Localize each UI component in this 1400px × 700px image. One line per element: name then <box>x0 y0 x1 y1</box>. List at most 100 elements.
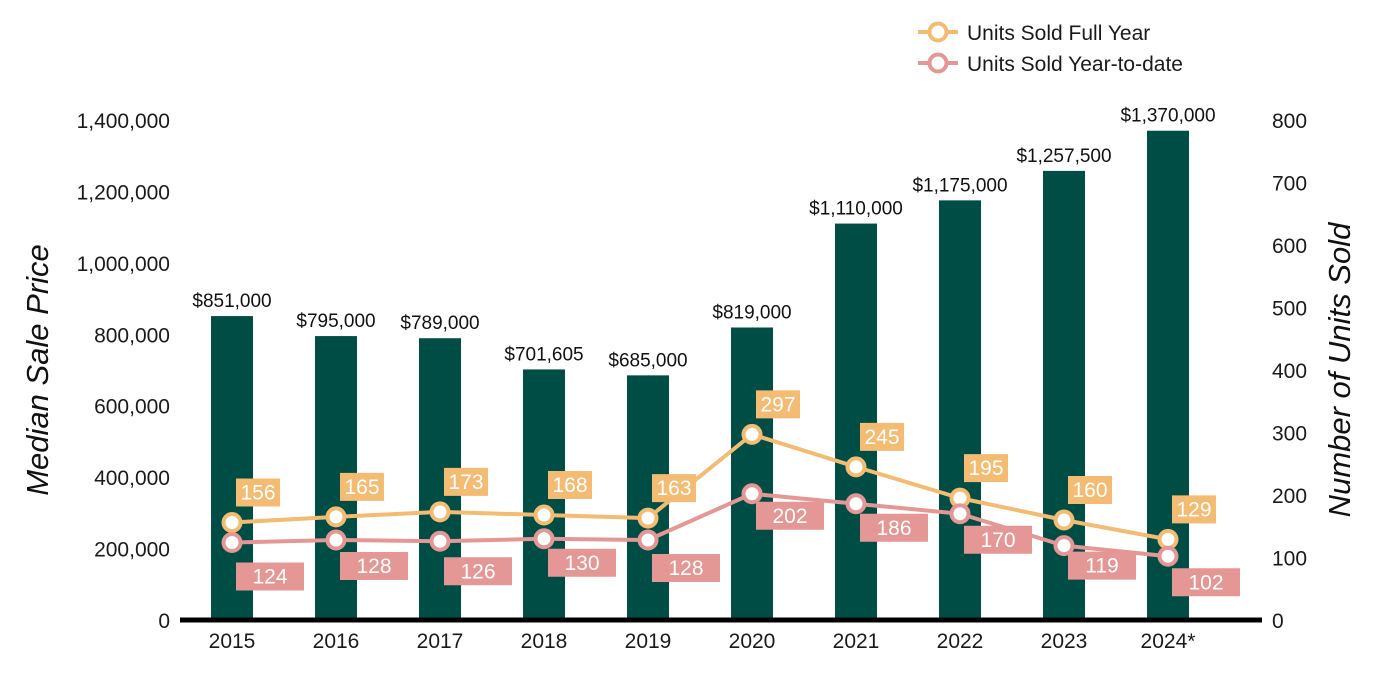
legend: Units Sold Full Year Units Sold Year-to-d… <box>918 21 1183 76</box>
data-label-box <box>236 562 304 591</box>
data-label-box <box>548 548 616 577</box>
x-axis-ticks: 2015 2016 2017 2018 2019 2020 2021 2022 2023 2024… <box>209 630 1196 653</box>
data-point <box>949 503 971 525</box>
legend-swatch-marker <box>927 52 949 74</box>
data-label: 195 <box>968 457 1003 480</box>
data-point <box>1157 545 1179 567</box>
y-axis-left-title: Median Sale Price <box>20 244 55 496</box>
data-label-box <box>1172 568 1240 597</box>
x-tick-label: 2019 <box>625 630 672 653</box>
x-tick-label: 2017 <box>417 630 464 653</box>
data-point <box>1157 528 1179 550</box>
x-tick-label: 2020 <box>729 630 776 653</box>
bar-2021 <box>835 223 877 621</box>
data-label: 160 <box>1072 479 1107 502</box>
bar-value-label: $1,370,000 <box>1120 106 1215 127</box>
bar-value-label: $1,110,000 <box>809 199 903 220</box>
data-label: 297 <box>760 393 795 416</box>
y-right-tick-label: 400 <box>1272 360 1307 383</box>
y-right-tick-label: 800 <box>1272 110 1307 133</box>
line-series-full-year: 156 165 173 168 163 297 245 195 160 129 <box>221 390 1216 550</box>
y-left-tick-label: 400,000 <box>94 467 170 490</box>
data-label: 124 <box>252 566 287 589</box>
bar-value-label: $701,605 <box>504 344 583 365</box>
y-left-tick-label: 800,000 <box>94 324 170 347</box>
line-series-year-to-date: 124 128 126 130 128 202 186 170 119 102 <box>221 483 1240 597</box>
data-label-box <box>1172 495 1216 524</box>
x-tick-label: 2023 <box>1041 630 1088 653</box>
bar-value-label: $685,000 <box>608 350 687 371</box>
data-point <box>325 529 347 551</box>
data-label: 119 <box>1085 555 1118 578</box>
data-point <box>845 456 867 478</box>
legend-label: Units Sold Year-to-date <box>967 53 1183 76</box>
data-label-box <box>756 501 824 530</box>
data-point <box>429 530 451 552</box>
bar-2020 <box>731 327 773 620</box>
data-label-box <box>548 471 592 499</box>
data-label-box <box>860 513 928 542</box>
data-point <box>1053 509 1075 531</box>
y-right-tick-label: 500 <box>1272 298 1307 321</box>
bar-value-label: $819,000 <box>712 303 791 324</box>
y-left-tick-label: 600,000 <box>94 396 170 419</box>
x-tick-label: 2021 <box>833 630 880 653</box>
x-tick-label: 2018 <box>521 630 568 653</box>
bar-series <box>211 130 1189 621</box>
data-label-box <box>340 552 408 580</box>
data-point <box>637 529 659 551</box>
x-tick-label: 2015 <box>209 630 256 653</box>
data-label: 102 <box>1188 571 1223 594</box>
data-label-box <box>1068 476 1112 504</box>
bar-labels: $851,000 $795,000 $789,000 $701,605 $685,000… <box>192 106 1215 372</box>
x-tick-label: 2022 <box>937 630 984 653</box>
data-label-box <box>964 454 1008 483</box>
data-label: 163 <box>656 477 691 500</box>
data-label: 245 <box>864 426 899 449</box>
data-label-box <box>444 467 488 496</box>
data-label: 165 <box>344 476 379 499</box>
data-label: 129 <box>1176 498 1211 521</box>
legend-label: Units Sold Full Year <box>967 22 1150 45</box>
data-label-box <box>652 474 696 503</box>
legend-item: Units Sold Full Year <box>918 21 1150 45</box>
data-label: 126 <box>460 560 495 583</box>
data-label-box <box>1068 551 1136 580</box>
data-label-box <box>444 557 512 586</box>
data-label-box <box>964 525 1032 554</box>
x-tick-label: 2016 <box>313 630 360 653</box>
data-label-box <box>756 390 800 419</box>
data-point <box>845 493 867 515</box>
data-point <box>741 423 763 445</box>
bar-value-label: $795,000 <box>296 311 375 332</box>
data-label: 128 <box>668 557 703 580</box>
y-left-tick-label: 1,000,000 <box>77 253 170 276</box>
data-label-box <box>340 472 384 501</box>
data-label-box <box>236 478 280 507</box>
series-line <box>231 432 1169 542</box>
x-tick-label: 2024* <box>1141 630 1196 653</box>
y-left-tick-label: 0 <box>158 610 170 633</box>
data-label: 202 <box>772 505 807 528</box>
data-label: 186 <box>876 517 911 540</box>
data-label: 128 <box>356 555 391 578</box>
data-point <box>429 501 451 523</box>
data-label: 170 <box>980 529 1015 552</box>
y-axis-right-ticks: 0 100 200 300 400 500 600 700 800 <box>1272 110 1307 633</box>
y-left-tick-label: 1,400,000 <box>77 110 170 133</box>
y-right-tick-label: 100 <box>1272 548 1307 571</box>
data-label-box <box>860 422 904 451</box>
data-label: 168 <box>552 474 587 497</box>
y-right-tick-label: 0 <box>1272 610 1284 633</box>
data-point <box>325 506 347 528</box>
y-right-tick-label: 700 <box>1272 173 1307 196</box>
bar-value-label: $851,000 <box>192 291 271 312</box>
legend-item: Units Sold Year-to-date <box>918 52 1183 76</box>
bar-value-label: $1,257,500 <box>1016 146 1111 167</box>
y-axis-right-title: Number of Units Sold <box>1322 221 1357 517</box>
data-point <box>741 483 763 505</box>
y-right-tick-label: 600 <box>1272 235 1307 258</box>
bar-value-label: $789,000 <box>400 313 479 334</box>
